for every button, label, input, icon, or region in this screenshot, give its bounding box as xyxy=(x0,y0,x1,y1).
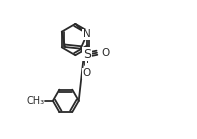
Text: I: I xyxy=(86,55,89,65)
Text: O: O xyxy=(101,48,110,58)
Text: N: N xyxy=(83,29,91,39)
Text: O: O xyxy=(83,68,91,78)
Text: S: S xyxy=(83,48,91,61)
Text: CH₃: CH₃ xyxy=(27,96,45,106)
